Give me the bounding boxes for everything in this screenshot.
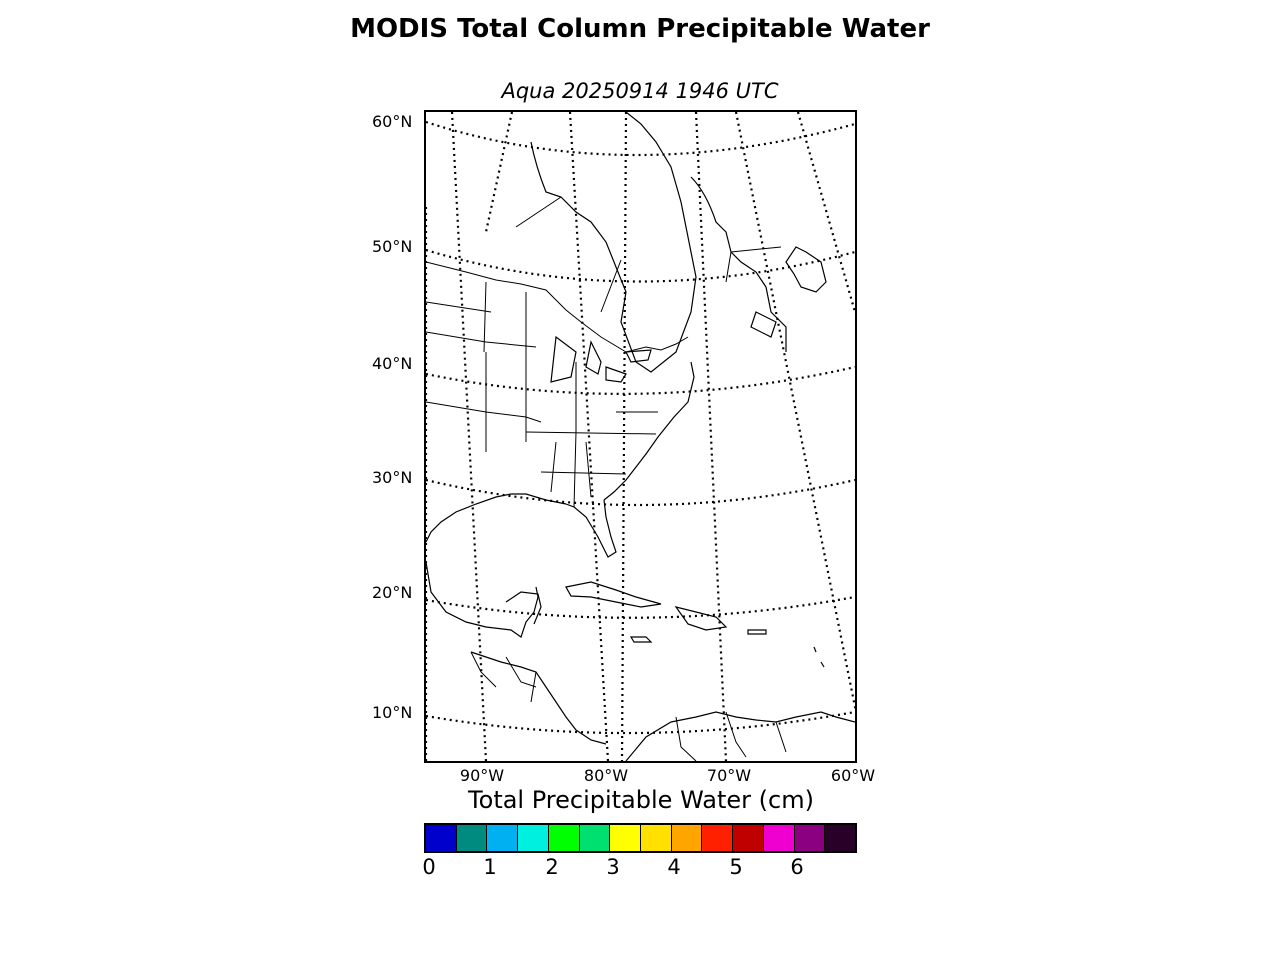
lon-line-65 (796, 112, 855, 313)
colorbar-tick: 3 (606, 855, 620, 879)
colorbar-title: Total Precipitable Water (cm) (468, 786, 814, 814)
lat-label-40: 40°N (372, 354, 413, 373)
south-america-borders (675, 711, 787, 761)
map-panel (424, 110, 857, 763)
longitude-gridlines (426, 112, 855, 761)
coastlines (426, 112, 855, 761)
colorbar-tick: 4 (667, 855, 681, 879)
lat-line-40 (426, 365, 855, 395)
lon-label-70w: 70°W (706, 766, 752, 785)
colorbar-swatch (763, 825, 795, 851)
colorbar-swatch (456, 825, 488, 851)
map-subtitle: Aqua 20250914 1946 UTC (501, 79, 779, 103)
newfoundland (785, 246, 827, 293)
colorbar-swatch (548, 825, 580, 851)
colorbar-swatch (825, 825, 856, 851)
colorbar-swatch (702, 825, 734, 851)
colorbar-tick: 5 (729, 855, 743, 879)
lon-line-88 (484, 112, 514, 233)
puerto-rico (747, 629, 767, 635)
lat-label-10: 10°N (372, 703, 413, 722)
lat-label-60: 60°N (372, 112, 413, 131)
lon-line-83 (620, 112, 628, 761)
colorbar-swatch (487, 825, 519, 851)
lesser-antilles (813, 646, 825, 668)
lat-line-50 (426, 248, 855, 283)
colorbar-swatch (733, 825, 764, 851)
lon-line-70 (734, 112, 855, 713)
colorbar-swatch (641, 825, 672, 851)
state-lines-a (426, 301, 542, 423)
south-america-coast (625, 711, 855, 761)
colorbar (424, 823, 857, 853)
mexico-coast (426, 561, 539, 638)
nova-scotia (750, 311, 777, 338)
labrador-coast (690, 176, 787, 352)
lat-label-50: 50°N (372, 237, 413, 256)
central-america-borders (470, 651, 537, 703)
hispaniola (674, 606, 728, 631)
lon-label-80w: 80°W (583, 766, 629, 785)
province-lines (515, 196, 782, 313)
map-svg (426, 112, 855, 761)
state-lines-c (525, 411, 658, 498)
political-boundaries (426, 196, 787, 761)
figure-title: MODIS Total Column Precipitable Water (350, 14, 930, 44)
lon-label-60w: 60°W (830, 766, 876, 785)
colorbar-tick: 6 (790, 855, 804, 879)
hudson-bay-coast (530, 112, 697, 373)
colorbar-swatch (794, 825, 826, 851)
lon-line-90 (450, 112, 488, 761)
yucatan (505, 591, 542, 625)
us-canada-border (426, 261, 689, 353)
cuba (565, 581, 662, 608)
us-east-coast (603, 361, 695, 501)
great-lakes (550, 335, 652, 383)
florida (565, 499, 617, 558)
central-america (470, 651, 607, 745)
colorbar-swatch (426, 825, 457, 851)
colorbar-swatch (610, 825, 642, 851)
lon-line-75 (694, 112, 728, 761)
colorbar-tick: 2 (545, 855, 559, 879)
lon-line-80 (568, 112, 610, 761)
colorbar-swatch (671, 825, 703, 851)
jamaica (629, 636, 653, 643)
lat-line-60 (426, 120, 855, 157)
colorbar-swatch (579, 825, 611, 851)
lat-label-20: 20°N (372, 583, 413, 602)
state-lines-b (483, 281, 577, 508)
gulf-coast (426, 493, 567, 543)
lat-line-30 (426, 478, 855, 507)
lon-label-90w: 90°W (459, 766, 505, 785)
colorbar-swatch (518, 825, 549, 851)
latitude-gridlines (426, 120, 855, 735)
lat-line-10 (426, 710, 855, 735)
colorbar-tick: 1 (483, 855, 497, 879)
colorbar-tick: 0 (422, 855, 436, 879)
lat-label-30: 30°N (372, 468, 413, 487)
